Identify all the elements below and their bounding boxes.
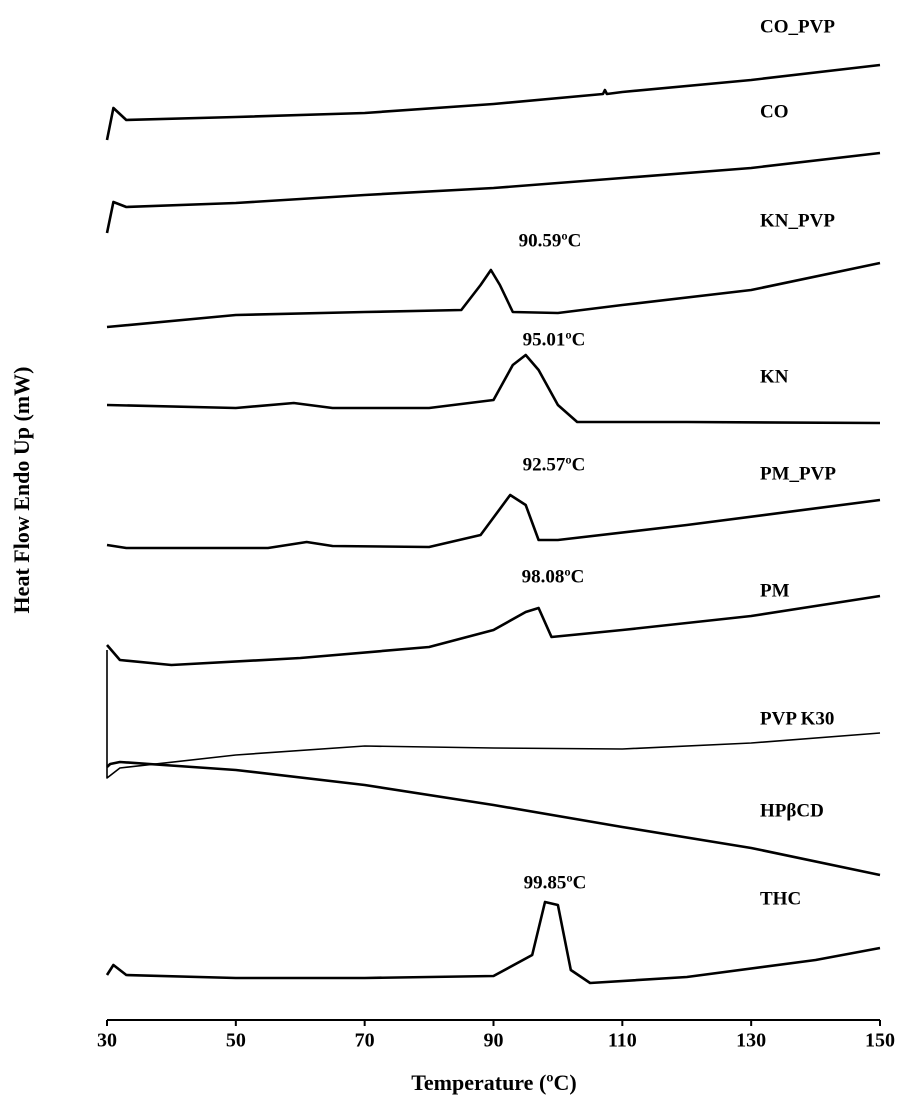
x-tick-label: 50: [226, 1030, 246, 1052]
x-tick-label: 110: [608, 1030, 637, 1052]
annotation: 92.57ºC: [523, 454, 586, 475]
annotation: 98.08ºC: [522, 566, 585, 587]
annotation: 90.59ºC: [519, 230, 582, 251]
series-line: [107, 596, 880, 665]
series-label: HPβCD: [760, 800, 824, 821]
x-tick-label: 150: [865, 1030, 895, 1052]
series-label: THC: [760, 888, 801, 909]
series-label: PM: [760, 580, 790, 601]
series-label: CO: [760, 101, 789, 122]
x-tick-label: 130: [736, 1030, 766, 1052]
series-label: CO_PVP: [760, 16, 835, 37]
series-line: [107, 902, 880, 983]
series-label: KN_PVP: [760, 210, 835, 231]
x-tick-label: 90: [484, 1030, 504, 1052]
chart: 90.59ºC 95.01ºC 92.57ºC 98.08ºC 99.85ºC …: [0, 0, 902, 1106]
annotation: 99.85ºC: [524, 872, 587, 893]
series-line: [107, 495, 880, 548]
series-line: [107, 355, 880, 423]
y-axis-title: Heat Flow Endo Up (mW): [9, 367, 34, 614]
x-axis-title: Temperature (ºC): [411, 1070, 577, 1095]
annotation: 95.01ºC: [523, 329, 586, 350]
series-label: KN: [760, 366, 789, 387]
series-line: [107, 263, 880, 327]
series-label: PVP K30: [760, 708, 834, 729]
x-tick-label: 30: [97, 1030, 117, 1052]
x-tick-label: 70: [355, 1030, 375, 1052]
series-label: PM_PVP: [760, 463, 836, 484]
